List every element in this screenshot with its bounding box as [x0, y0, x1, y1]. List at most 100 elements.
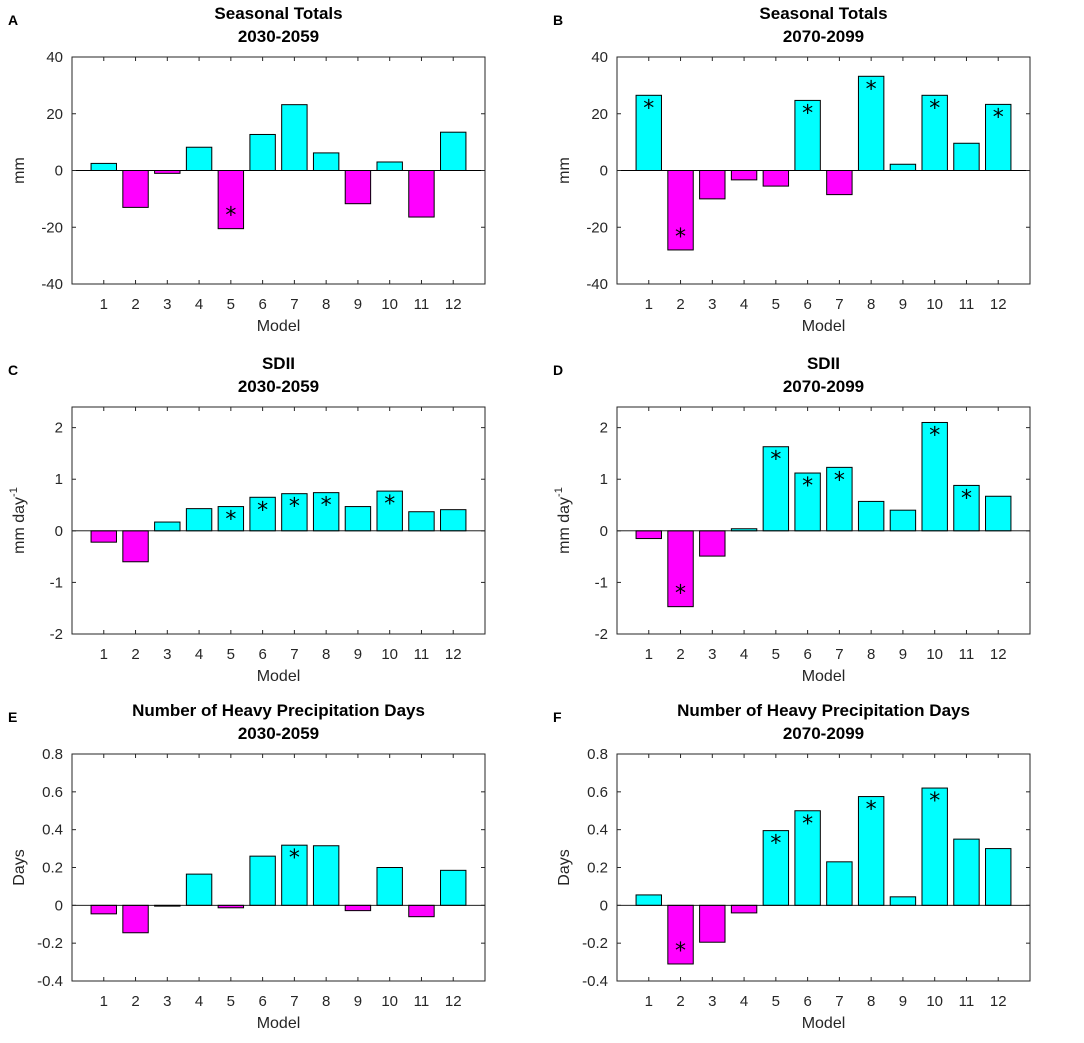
x-axis-label: Model: [257, 668, 301, 685]
bar-model-4: [185, 146, 213, 171]
x-tick-label: 7: [290, 646, 298, 663]
x-tick-label: 5: [227, 993, 235, 1010]
bar-model-2: [667, 530, 694, 608]
x-tick-label: 1: [645, 646, 653, 663]
x-tick-label: 2: [676, 646, 684, 663]
bar-model-11: [408, 904, 435, 918]
y-tick-label: 1: [55, 471, 63, 488]
bar-model-9: [344, 170, 372, 205]
chart-subtitle: 2070-2099: [783, 377, 864, 396]
significance-marker: *: [770, 448, 781, 473]
bar-model-9: [889, 509, 917, 532]
y-axis-label: mm day-1: [8, 487, 28, 554]
significance-marker: *: [866, 798, 877, 823]
significance-marker: *: [675, 225, 686, 250]
x-tick-label: 3: [708, 296, 716, 313]
bar-model-11: [408, 170, 435, 218]
bar-model-1: [635, 530, 662, 540]
bar-model-8: [312, 152, 340, 172]
x-tick-label: 5: [227, 646, 235, 663]
x-tick-label: 9: [899, 296, 907, 313]
bar-model-10: [921, 787, 948, 906]
chart-title: Number of Heavy Precipitation Days: [132, 701, 425, 720]
x-tick-label: 12: [990, 993, 1007, 1010]
bar-model-9: [889, 896, 917, 906]
x-tick-label: 2: [131, 646, 139, 663]
chart-title: Seasonal Totals: [214, 4, 342, 23]
significance-marker: *: [866, 77, 877, 102]
y-tick-label: -1: [50, 574, 63, 591]
x-tick-label: 7: [290, 993, 298, 1010]
bar-model-7: [826, 466, 853, 532]
y-tick-label: -40: [586, 276, 608, 293]
y-axis-label: Days: [11, 849, 28, 885]
x-tick-label: 6: [258, 993, 266, 1010]
x-tick-label: 4: [740, 296, 748, 313]
bar-model-7: [826, 861, 853, 906]
x-tick-label: 8: [322, 646, 330, 663]
significance-marker: *: [993, 105, 1004, 130]
y-tick-label: 0: [600, 897, 608, 914]
chart-subtitle: 2070-2099: [783, 724, 864, 743]
panel-letter: A: [8, 12, 18, 28]
significance-marker: *: [675, 939, 686, 964]
bar-model-8: [857, 500, 885, 532]
bar-model-4: [730, 904, 758, 914]
x-tick-label: 4: [740, 993, 748, 1010]
bar-model-2: [667, 904, 694, 965]
bar-model-11: [953, 838, 980, 906]
x-tick-label: 9: [354, 646, 362, 663]
bar-model-2: [122, 530, 149, 563]
bar-model-6: [794, 810, 821, 906]
y-tick-label: 20: [46, 106, 63, 123]
panel-f: F Number of Heavy Precipitation Days 2070-…: [553, 701, 1031, 1032]
y-tick-label: 1: [600, 471, 608, 488]
y-tick-label: 0.8: [587, 746, 608, 763]
bar-model-10: [376, 490, 403, 532]
significance-marker: *: [321, 494, 332, 519]
x-tick-label: 7: [835, 646, 843, 663]
bar-model-12: [985, 495, 1012, 532]
bar-model-3: [699, 904, 726, 943]
chart-title: Number of Heavy Precipitation Days: [677, 701, 970, 720]
bar-model-9: [344, 904, 372, 912]
x-tick-label: 4: [195, 296, 203, 313]
x-axis-label: Model: [257, 1015, 301, 1032]
y-tick-label: 0.2: [42, 860, 63, 877]
x-tick-label: 1: [100, 296, 108, 313]
x-tick-label: 2: [131, 296, 139, 313]
x-tick-label: 2: [676, 296, 684, 313]
y-tick-label: 0: [55, 163, 63, 180]
significance-marker: *: [643, 96, 654, 121]
panel-e: E Number of Heavy Precipitation Days 2030-…: [8, 701, 486, 1032]
y-tick-label: -0.2: [37, 935, 63, 952]
x-tick-label: 1: [100, 993, 108, 1010]
axes-frame: [71, 406, 486, 635]
y-tick-label: -0.2: [582, 935, 608, 952]
x-tick-label: 8: [867, 993, 875, 1010]
bar-model-4: [185, 508, 213, 532]
panel-letter: C: [8, 362, 18, 378]
x-tick-label: 5: [772, 993, 780, 1010]
x-tick-label: 12: [445, 993, 462, 1010]
bar-model-5: [762, 170, 790, 187]
y-tick-label: 0: [600, 163, 608, 180]
x-tick-label: 8: [867, 646, 875, 663]
x-tick-label: 3: [708, 993, 716, 1010]
significance-marker: *: [675, 582, 686, 607]
panel-letter: F: [553, 709, 562, 725]
x-tick-label: 6: [803, 646, 811, 663]
x-tick-label: 5: [772, 646, 780, 663]
x-tick-label: 3: [163, 296, 171, 313]
x-axis-label: Model: [802, 1015, 846, 1032]
bar-model-5: [762, 830, 790, 906]
significance-marker: *: [834, 468, 845, 493]
x-tick-label: 7: [835, 993, 843, 1010]
significance-marker: *: [225, 204, 236, 229]
bar-model-3: [699, 530, 726, 557]
x-tick-label: 9: [354, 993, 362, 1010]
axes-frame: [616, 406, 1031, 635]
bar-model-6: [249, 496, 276, 532]
